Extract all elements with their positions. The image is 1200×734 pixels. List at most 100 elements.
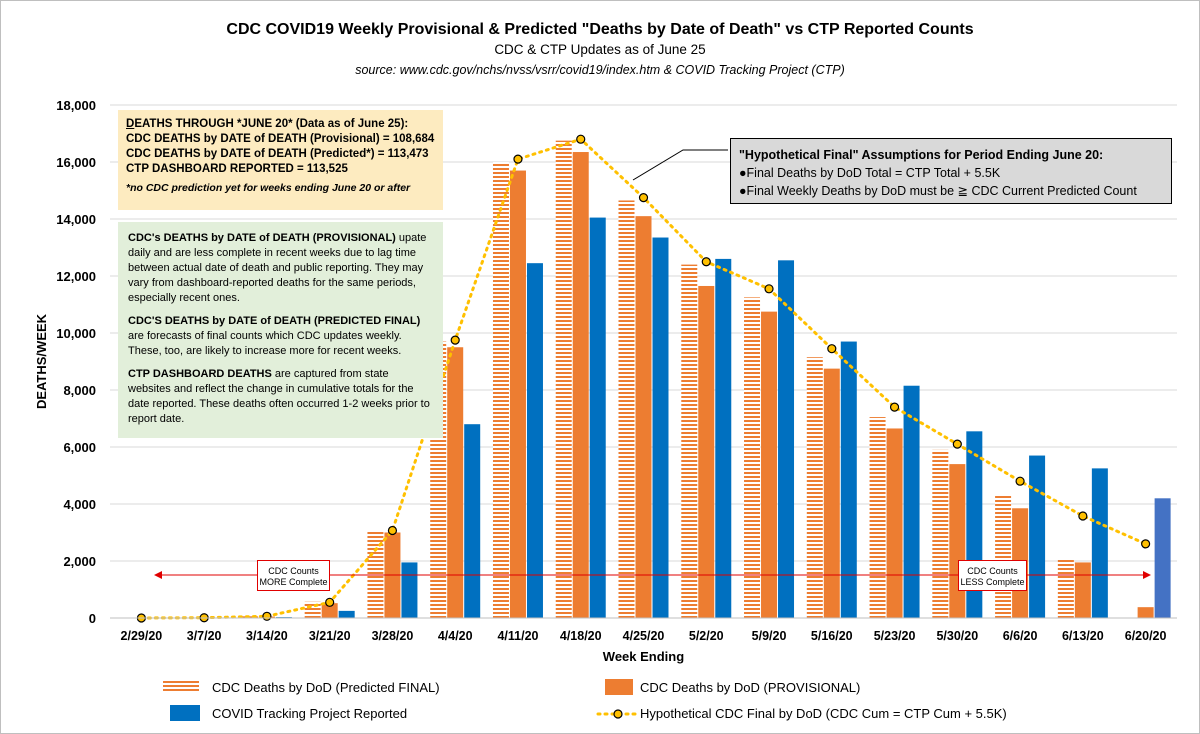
legend-swatch-predicted-stripe (163, 681, 199, 683)
bar-predicted-final (1057, 558, 1074, 618)
bar-predicted-final (806, 357, 823, 618)
x-tick-label: 5/30/20 (936, 629, 978, 643)
assumption-1: ●Final Deaths by DoD Total = CTP Total +… (739, 166, 1001, 180)
definition-predicted: CDC'S DEATHS by DATE of DEATH (PREDICTED… (128, 315, 421, 357)
bar-provisional (509, 170, 526, 619)
legend (163, 679, 640, 721)
bar-provisional (447, 347, 464, 618)
bar-provisional (949, 464, 966, 618)
hypothetical-point (387, 525, 398, 536)
legend-label-predicted: CDC Deaths by DoD (Predicted FINAL) (212, 680, 440, 695)
bar-provisional (823, 368, 840, 618)
bar-ctp (464, 424, 481, 618)
x-tick-label: 5/9/20 (752, 629, 787, 643)
legend-swatch-hypothetical-point (613, 709, 623, 719)
y-tick-label: 8,000 (63, 383, 96, 398)
bar-ctp (526, 263, 543, 618)
x-axis-label: Week Ending (603, 649, 684, 664)
summary-heading-initial: D (126, 118, 135, 130)
hypothetical-point (638, 193, 649, 203)
assumptions-heading: "Hypothetical Final" Assumptions for Per… (739, 148, 1104, 162)
summary-heading: EATHS THROUGH *JUNE 20* (Data as of June… (134, 118, 409, 130)
hypothetical-point (889, 402, 900, 412)
assumption-2: ●Final Weekly Deaths by DoD must be ≧ CD… (739, 184, 1137, 198)
summary-predicted: CDC DEATHS by DATE of DEATH (Predicted*)… (126, 148, 429, 160)
assumptions-note: "Hypothetical Final" Assumptions for Per… (730, 138, 1172, 204)
callout-connector (632, 149, 728, 181)
y-axis-label: DEATHS/WEEK (34, 313, 49, 409)
legend-swatch-predicted-stripe (163, 685, 199, 687)
bar-predicted-final (555, 140, 572, 618)
x-tick-label: 6/13/20 (1062, 629, 1104, 643)
bar-provisional (1137, 607, 1154, 618)
hypothetical-point (701, 257, 711, 267)
bar-provisional (635, 216, 652, 618)
x-tick-label: 6/6/20 (1003, 629, 1038, 643)
hypothetical-point (1015, 476, 1025, 486)
y-tick-label: 0 (89, 611, 96, 626)
chart-title: CDC COVID19 Weekly Provisional & Predict… (226, 21, 974, 38)
summary-ctp: CTP DASHBOARD REPORTED = 113,525 (126, 163, 348, 175)
bar-predicted-final (681, 264, 698, 618)
hypothetical-point (764, 284, 774, 294)
y-tick-label: 18,000 (56, 98, 96, 113)
bar-ctp (1091, 468, 1108, 618)
legend-swatch-ctp (170, 705, 200, 721)
bar-predicted-final (932, 449, 949, 618)
bar-ctp (652, 237, 669, 618)
hypothetical-point (513, 154, 523, 164)
x-tick-label: 3/7/20 (187, 629, 222, 643)
hypothetical-point (827, 344, 837, 354)
summary-footnote: *no CDC prediction yet for weeks ending … (126, 182, 411, 194)
bar-provisional (1074, 562, 1091, 618)
bar-provisional (572, 152, 589, 618)
bar-ctp (778, 260, 795, 618)
x-tick-label: 4/11/20 (497, 629, 538, 643)
axes: 0 2,000 4,000 6,000 8,000 10,000 12,000 14,000 1… (34, 98, 1177, 664)
y-tick-label: 2,000 (63, 554, 96, 569)
y-tick-label: 12,000 (56, 269, 96, 284)
hypothetical-line (136, 134, 1151, 623)
bar-predicted-final (744, 297, 761, 618)
less-complete-label: CDC Counts LESS Complete (958, 560, 1027, 591)
bar-predicted-final (995, 494, 1012, 618)
bar-ctp (338, 610, 355, 618)
legend-label-ctp: COVID Tracking Project Reported (212, 706, 408, 721)
x-tick-label: 3/28/20 (372, 629, 414, 643)
legend-swatch-predicted-stripe (163, 689, 199, 691)
x-tick-label: 4/25/20 (623, 629, 665, 643)
legend-label-hypothetical: Hypothetical CDC Final by DoD (CDC Cum =… (640, 706, 1007, 721)
bar-predicted-final (241, 616, 258, 618)
more-complete-label: CDC Counts MORE Complete (257, 560, 330, 591)
bar-ctp (401, 562, 418, 618)
legend-swatch-provisional (605, 679, 633, 695)
hypothetical-point (952, 439, 962, 449)
x-tick-label: 4/18/20 (560, 629, 602, 643)
bar-predicted-final (492, 162, 509, 618)
bar-provisional (698, 285, 715, 618)
definition-provisional: CDC's DEATHS by DATE of DEATH (PROVISION… (128, 232, 427, 304)
bar-ctp (715, 258, 732, 618)
definitions-note: CDC's DEATHS by DATE of DEATH (PROVISION… (118, 222, 443, 438)
x-tick-label: 5/2/20 (689, 629, 724, 643)
x-tick-label: 6/20/20 (1125, 629, 1167, 643)
bar-predicted-final (618, 200, 635, 618)
x-tick-label: 4/4/20 (438, 629, 473, 643)
bar-predicted-final (869, 417, 886, 618)
x-tick-label: 3/14/20 (246, 629, 288, 643)
definition-ctp: CTP DASHBOARD DEATHS are captured from s… (128, 368, 430, 425)
summary-provisional: CDC DEATHS by DATE of DEATH (Provisional… (126, 133, 435, 145)
y-tick-label: 14,000 (56, 212, 96, 227)
y-tick-label: 4,000 (63, 497, 96, 512)
chart-source: source: www.cdc.gov/nchs/nvss/vsrr/covid… (355, 63, 845, 77)
x-tick-label: 5/23/20 (874, 629, 916, 643)
bar-ctp (903, 385, 920, 618)
y-tick-label: 16,000 (56, 155, 96, 170)
deaths-summary-note: DEATHS THROUGH *JUNE 20* (Data as of Jun… (118, 110, 443, 210)
bar-ctp (1029, 455, 1046, 618)
x-tick-label: 2/29/20 (121, 629, 163, 643)
y-tick-label: 6,000 (63, 440, 96, 455)
bar-ctp (1154, 498, 1171, 618)
bar-ctp (589, 217, 606, 618)
